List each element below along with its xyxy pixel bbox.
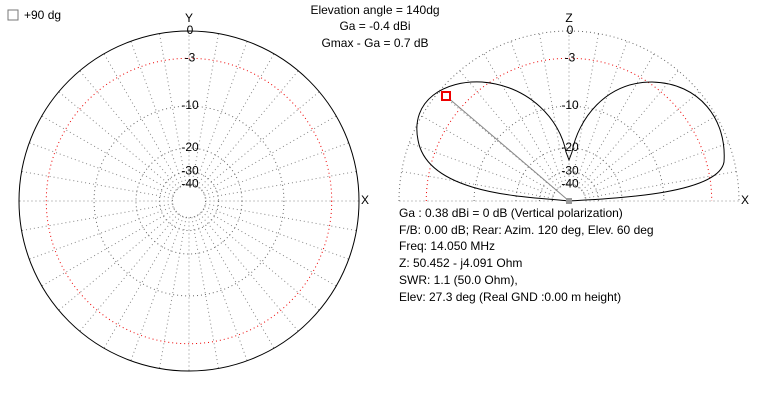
ring xyxy=(158,170,220,232)
radial-line xyxy=(199,70,299,189)
radial-line xyxy=(29,142,174,196)
header-line: Elevation angle = 140dg xyxy=(310,3,440,17)
info-line: Z: 50.452 - j4.091 Ohm xyxy=(399,256,523,271)
radial-line xyxy=(409,142,554,196)
ring-label: 0 xyxy=(567,23,574,37)
ring xyxy=(425,57,713,202)
radial-line xyxy=(41,115,175,194)
ring-label: -40 xyxy=(561,177,579,191)
ring-label: -3 xyxy=(565,50,576,64)
radial-line xyxy=(205,170,357,199)
ring xyxy=(45,57,333,345)
header-line: Gmax - Ga = 0.7 dB xyxy=(321,36,429,50)
ring xyxy=(93,105,285,297)
radial-line xyxy=(204,206,349,260)
radial-line xyxy=(158,217,187,369)
radial-line xyxy=(203,115,337,194)
ring xyxy=(473,105,665,202)
radial-line xyxy=(576,53,655,187)
radial-line xyxy=(581,91,700,191)
radial-line xyxy=(21,170,173,199)
radial-line xyxy=(29,206,174,260)
radial-line xyxy=(58,91,177,191)
radial-line xyxy=(510,41,564,186)
radial-line xyxy=(130,41,184,186)
radial-line xyxy=(41,208,175,287)
axis-label: X xyxy=(361,193,369,207)
ring-label: -10 xyxy=(561,98,579,112)
max-gain-marker xyxy=(441,91,451,101)
radial-line xyxy=(199,213,299,332)
info-line: SWR: 1.1 (50.0 Ohm), xyxy=(399,272,518,287)
ring-label: -40 xyxy=(181,177,199,191)
ring-label: -10 xyxy=(181,98,199,112)
ring-label: -30 xyxy=(181,164,199,178)
ring xyxy=(538,170,600,202)
ring xyxy=(135,147,243,255)
ring-label: 0 xyxy=(187,23,194,37)
radial-line xyxy=(538,33,567,185)
radial-line xyxy=(201,211,320,311)
radial-line xyxy=(196,215,275,349)
checkbox[interactable] xyxy=(7,9,19,21)
radial-line xyxy=(103,53,182,187)
radial-line xyxy=(58,211,177,311)
info-line: Freq: 14.050 MHz xyxy=(399,239,496,254)
radial-line xyxy=(79,213,179,332)
radial-line xyxy=(421,115,555,194)
radial-line xyxy=(571,33,600,185)
radial-line xyxy=(203,208,337,287)
axis-label: Y xyxy=(185,11,193,25)
radial-line xyxy=(459,70,559,189)
radial-line xyxy=(103,215,182,349)
radial-line xyxy=(196,53,275,187)
radial-line xyxy=(191,217,220,369)
axis-label: Z xyxy=(565,11,572,25)
axis-label: X xyxy=(741,193,749,207)
radial-line xyxy=(583,115,717,194)
radial-line xyxy=(79,70,179,189)
info-line: F/B: 0.00 dB; Rear: Azim. 120 deg, Elev.… xyxy=(399,222,654,237)
radial-line xyxy=(483,53,562,187)
header-line: Ga = -0.4 dBi xyxy=(339,19,411,33)
radial-line xyxy=(401,170,553,199)
antenna-position xyxy=(566,198,572,204)
checkbox-label[interactable]: +90 dg xyxy=(24,8,61,22)
radial-line xyxy=(201,91,320,191)
info-line: Elev: 27.3 deg (Real GND :0.00 m height) xyxy=(399,289,622,304)
ring-label: -20 xyxy=(561,140,579,154)
radial-line xyxy=(438,91,557,191)
ring-label: -30 xyxy=(561,164,579,178)
elevation-pattern xyxy=(416,81,725,202)
radial-line xyxy=(585,170,737,199)
radial-line xyxy=(579,70,679,189)
radial-line xyxy=(191,33,220,185)
radial-line xyxy=(130,216,184,361)
max-gain-line xyxy=(445,95,570,202)
ring xyxy=(18,30,360,372)
radial-line xyxy=(574,41,628,186)
ring-label: -3 xyxy=(185,50,196,64)
ring-label: -20 xyxy=(181,140,199,154)
radial-line xyxy=(158,33,187,185)
radial-line xyxy=(194,216,248,361)
radial-line xyxy=(584,142,729,196)
radial-line xyxy=(205,203,357,232)
radial-line xyxy=(21,203,173,232)
info-line: Ga : 0.38 dBi = 0 dB (Vertical polarizat… xyxy=(399,206,623,220)
ring xyxy=(171,183,207,219)
radial-line xyxy=(204,142,349,196)
radial-line xyxy=(194,41,248,186)
